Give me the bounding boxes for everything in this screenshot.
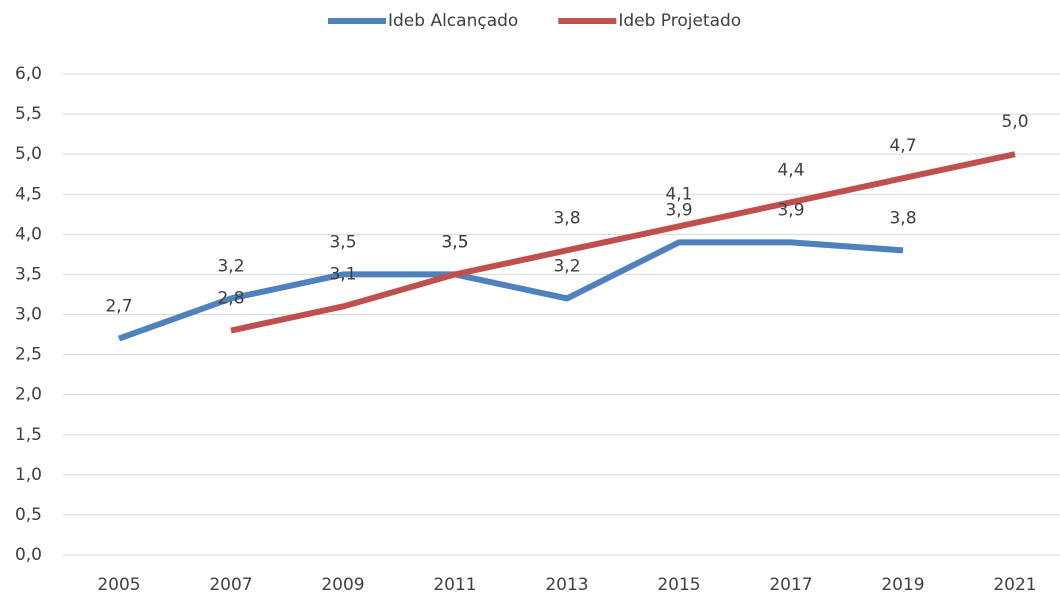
data-label: 2,7	[105, 297, 132, 317]
data-label: 3,5	[329, 232, 356, 252]
legend-label: Ideb Alcançado	[388, 11, 518, 31]
legend-label: Ideb Projetado	[618, 11, 741, 31]
x-tick-label: 2005	[97, 575, 140, 595]
data-label: 4,7	[889, 136, 916, 156]
y-tick-label: 5,5	[15, 104, 42, 124]
y-tick-label: 0,0	[15, 545, 42, 565]
x-tick-label: 2013	[545, 575, 588, 595]
data-label: 3,2	[217, 256, 244, 276]
y-tick-label: 2,5	[15, 345, 42, 365]
x-tick-label: 2015	[657, 575, 700, 595]
data-label: 3,8	[889, 208, 916, 228]
series-line	[230, 151, 1016, 334]
x-tick-label: 2011	[433, 575, 476, 595]
data-label: 4,4	[777, 160, 804, 180]
y-tick-label: 6,0	[15, 64, 42, 84]
y-tick-label: 5,0	[15, 144, 42, 164]
x-tick-label: 2017	[769, 575, 812, 595]
data-label: 3,5	[441, 232, 468, 252]
data-label: 3,9	[665, 200, 692, 220]
y-tick-label: 3,5	[15, 264, 42, 284]
data-label: 3,5	[441, 232, 468, 252]
data-label: 4,1	[665, 184, 692, 204]
x-tick-label: 2009	[321, 575, 364, 595]
y-tick-label: 1,0	[15, 465, 42, 485]
data-label: 3,8	[553, 208, 580, 228]
y-tick-label: 4,0	[15, 224, 42, 244]
data-label: 3,1	[329, 264, 356, 284]
y-tick-label: 1,5	[15, 425, 42, 445]
data-label: 2,8	[217, 289, 244, 309]
data-label: 5,0	[1001, 112, 1028, 132]
y-tick-label: 3,0	[15, 305, 42, 325]
data-label: 3,2	[553, 256, 580, 276]
y-tick-label: 2,0	[15, 385, 42, 405]
x-tick-label: 2021	[993, 575, 1036, 595]
y-tick-label: 4,5	[15, 184, 42, 204]
x-tick-label: 2007	[209, 575, 252, 595]
series-line	[117, 239, 904, 342]
y-tick-label: 0,5	[15, 505, 42, 525]
x-tick-label: 2019	[881, 575, 924, 595]
data-label: 3,9	[777, 200, 804, 220]
